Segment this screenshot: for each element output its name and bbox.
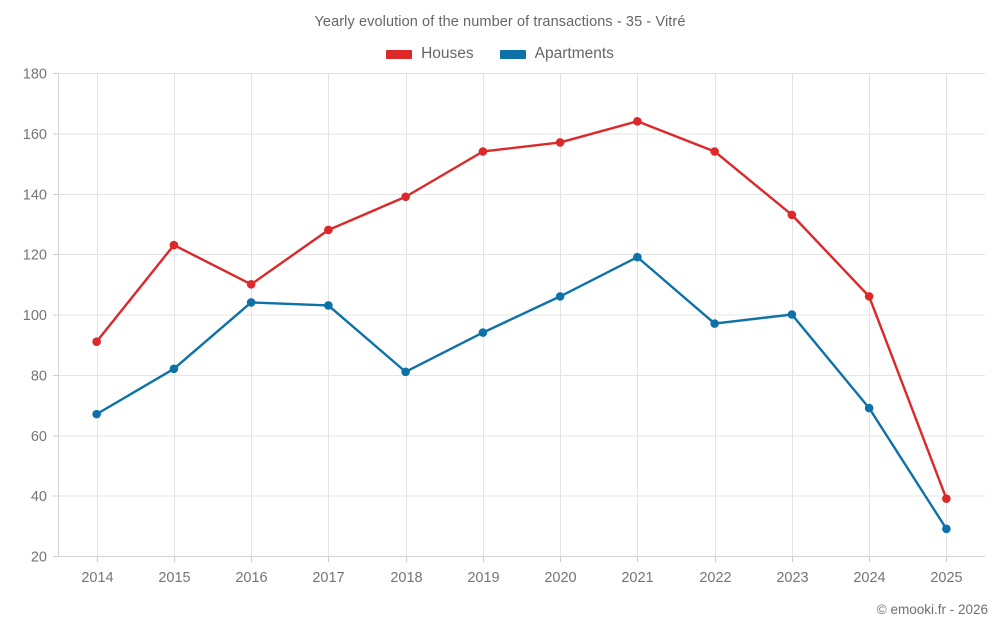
legend-swatch-houses — [386, 49, 413, 59]
x-axis-label: 2016 — [235, 570, 267, 586]
data-point-houses-2016[interactable] — [246, 280, 256, 289]
legend-label-houses: Houses — [421, 45, 474, 62]
y-axis-label: 100 — [23, 308, 47, 324]
legend-swatch-apartments — [499, 49, 526, 59]
data-point-apartments-2014[interactable] — [92, 409, 101, 419]
series-line-apartments — [95, 255, 948, 531]
data-point-apartments-2018[interactable] — [401, 367, 410, 377]
data-point-houses-2019[interactable] — [478, 147, 488, 156]
y-axis-label: 60 — [31, 429, 47, 445]
x-axis-label: 2020 — [544, 570, 576, 586]
data-point-apartments-2022[interactable] — [710, 319, 719, 328]
y-axis-label: 20 — [31, 550, 47, 566]
x-axis-label: 2018 — [390, 570, 422, 586]
x-axis-label: 2023 — [776, 570, 808, 586]
legend-label-apartments: Apartments — [534, 45, 614, 62]
data-point-houses-2014[interactable] — [92, 337, 101, 346]
data-point-houses-2021[interactable] — [633, 117, 642, 126]
footer-credit: © emooki.fr - 2026 — [876, 602, 988, 617]
data-point-houses-2017[interactable] — [324, 225, 333, 235]
chart-title: Yearly evolution of the number of transa… — [314, 14, 686, 30]
data-point-apartments-2020[interactable] — [555, 292, 565, 301]
x-axis-label: 2025 — [930, 570, 962, 586]
y-axis-label: 40 — [31, 489, 47, 505]
data-point-apartments-2019[interactable] — [478, 328, 488, 337]
data-point-houses-2015[interactable] — [169, 240, 179, 250]
y-axis-label: 140 — [23, 187, 47, 203]
data-point-houses-2023[interactable] — [787, 210, 797, 220]
data-point-apartments-2021[interactable] — [633, 252, 642, 262]
y-axis-label: 180 — [23, 67, 47, 83]
legend-item-apartments[interactable]: Apartments — [499, 45, 614, 63]
data-point-apartments-2016[interactable] — [246, 298, 256, 307]
data-point-apartments-2015[interactable] — [169, 364, 179, 374]
x-axis-label: 2019 — [467, 570, 499, 586]
data-point-apartments-2017[interactable] — [324, 301, 333, 310]
y-axis-label: 120 — [23, 248, 47, 264]
series-line-houses — [95, 120, 948, 500]
data-point-houses-2020[interactable] — [555, 138, 565, 147]
data-point-apartments-2023[interactable] — [787, 310, 797, 319]
chart-legend: Houses Apartments — [0, 45, 1000, 63]
y-axis-label: 160 — [23, 127, 47, 143]
x-axis-label: 2022 — [699, 570, 731, 586]
x-axis-label: 2017 — [312, 570, 344, 586]
x-axis-label: 2021 — [621, 570, 653, 586]
x-axis-label: 2024 — [853, 570, 885, 586]
x-axis-label: 2015 — [158, 570, 190, 586]
data-point-houses-2022[interactable] — [710, 147, 719, 156]
data-point-houses-2024[interactable] — [864, 292, 874, 301]
data-point-apartments-2024[interactable] — [864, 403, 874, 413]
legend-item-houses[interactable]: Houses — [386, 45, 474, 63]
y-axis-label: 80 — [31, 368, 47, 384]
data-point-houses-2025[interactable] — [942, 494, 951, 503]
x-axis-label: 2014 — [81, 570, 113, 586]
data-point-apartments-2025[interactable] — [942, 524, 951, 534]
data-point-houses-2018[interactable] — [401, 192, 410, 202]
